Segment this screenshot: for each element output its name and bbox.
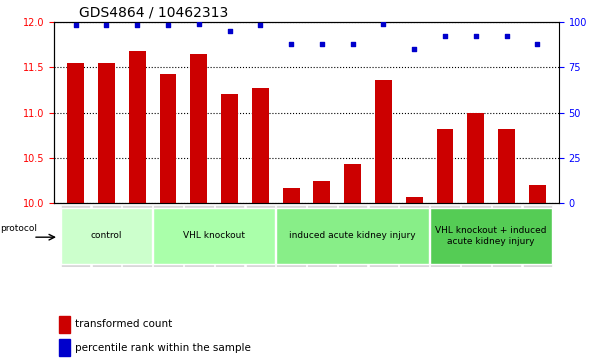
Text: percentile rank within the sample: percentile rank within the sample [75,343,251,353]
Point [225,28,234,34]
Text: GSM1093977: GSM1093977 [194,207,203,258]
Bar [375,80,392,203]
FancyBboxPatch shape [430,205,460,267]
Point [379,21,388,26]
FancyBboxPatch shape [123,205,152,267]
FancyBboxPatch shape [338,205,367,267]
Bar [98,62,115,203]
FancyBboxPatch shape [400,205,429,267]
Point [317,41,327,46]
FancyBboxPatch shape [492,205,522,267]
FancyBboxPatch shape [368,205,398,267]
Text: VHL knockout: VHL knockout [183,232,245,240]
Point [348,41,358,46]
Point [255,23,265,28]
Text: GSM1093975: GSM1093975 [133,207,142,258]
Bar [59,315,70,333]
Point [532,41,542,46]
Point [102,23,111,28]
Text: GSM1093984: GSM1093984 [256,207,265,258]
FancyBboxPatch shape [61,208,152,264]
Text: GSM1093980: GSM1093980 [317,207,326,258]
FancyBboxPatch shape [184,205,213,267]
Bar [344,164,361,203]
Text: GSM1093987: GSM1093987 [502,207,511,258]
FancyBboxPatch shape [523,205,552,267]
Bar [406,197,423,203]
Point [194,21,204,26]
Point [286,41,296,46]
Bar [468,113,484,203]
FancyBboxPatch shape [461,205,490,267]
Point [409,46,419,52]
Bar [191,53,207,203]
Text: GSM1093988: GSM1093988 [533,207,542,258]
Text: GSM1093979: GSM1093979 [287,207,296,258]
FancyBboxPatch shape [246,205,275,267]
Point [502,33,511,39]
Bar [498,129,515,203]
FancyBboxPatch shape [61,205,90,267]
Text: GSM1093986: GSM1093986 [471,207,480,258]
Point [132,23,142,28]
Bar [159,74,177,203]
Point [471,33,481,39]
Text: GSM1093983: GSM1093983 [410,207,419,258]
FancyBboxPatch shape [307,205,337,267]
Text: transformed count: transformed count [75,319,172,329]
Bar [529,185,546,203]
Text: VHL knockout + induced
acute kidney injury: VHL knockout + induced acute kidney inju… [436,226,547,246]
FancyBboxPatch shape [153,205,183,267]
FancyBboxPatch shape [91,205,121,267]
Point [440,33,450,39]
Text: GSM1093976: GSM1093976 [163,207,172,258]
Bar [314,182,331,203]
Text: GSM1093982: GSM1093982 [379,207,388,258]
FancyBboxPatch shape [215,205,245,267]
FancyBboxPatch shape [430,208,552,264]
Point [163,23,173,28]
Bar [129,51,145,203]
Text: GSM1093974: GSM1093974 [102,207,111,258]
Text: induced acute kidney injury: induced acute kidney injury [289,232,416,240]
Text: GSM1093985: GSM1093985 [441,207,450,258]
Bar [221,94,238,203]
Text: protocol: protocol [0,224,37,233]
Bar [282,188,299,203]
FancyBboxPatch shape [276,208,429,264]
Bar [252,88,269,203]
Point [71,23,81,28]
Text: GSM1093973: GSM1093973 [71,207,80,258]
Bar [67,62,84,203]
FancyBboxPatch shape [276,205,306,267]
Bar [59,339,70,356]
Text: GSM1093981: GSM1093981 [348,207,357,258]
Text: GSM1093978: GSM1093978 [225,207,234,258]
FancyBboxPatch shape [153,208,275,264]
Bar [436,129,454,203]
Text: control: control [91,232,122,240]
Text: GDS4864 / 10462313: GDS4864 / 10462313 [79,5,228,19]
